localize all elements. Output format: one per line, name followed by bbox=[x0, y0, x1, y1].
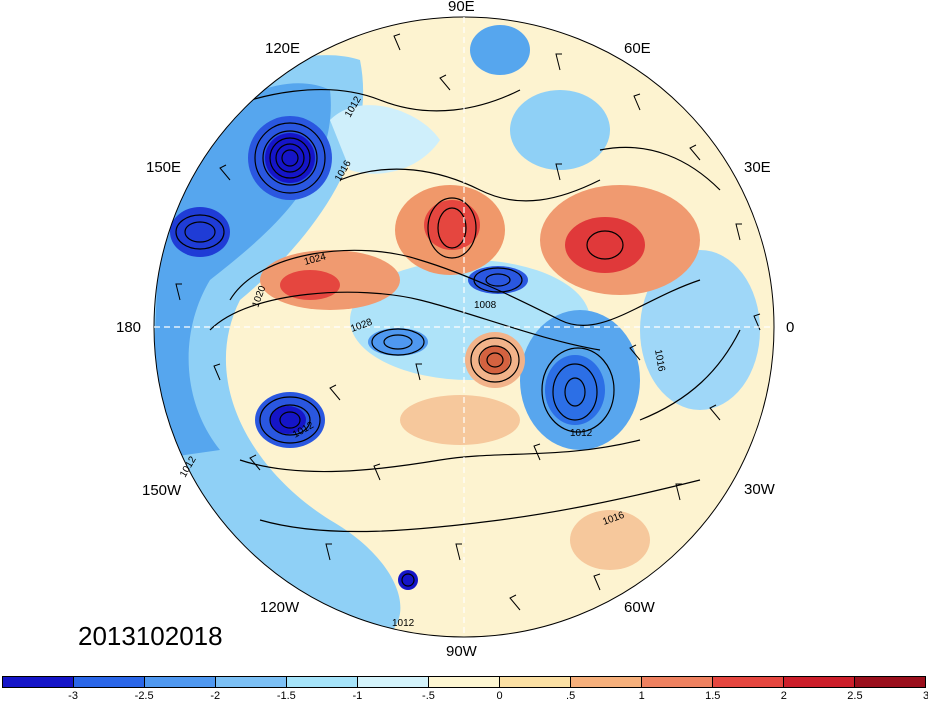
colorbar-segment bbox=[287, 677, 358, 687]
colorbar-segment bbox=[784, 677, 855, 687]
lon-label-60e: 60E bbox=[624, 40, 651, 57]
isobar-label: 1016 bbox=[652, 349, 667, 373]
wind-barbs bbox=[175, 33, 761, 611]
colorbar-tick-label: -2 bbox=[210, 690, 221, 702]
colorbar-segment bbox=[145, 677, 216, 687]
colorbar-tick-label: 3 bbox=[922, 690, 928, 702]
pole-low-core bbox=[468, 266, 528, 294]
lon-label-120e: 120E bbox=[265, 40, 301, 57]
colorbar-segment bbox=[571, 677, 642, 687]
lon-label-150e: 150E bbox=[146, 159, 182, 176]
lon-label-60w: 60W bbox=[624, 599, 655, 616]
lon-label-0: 0 bbox=[786, 319, 795, 336]
lon-label-150w: 150W bbox=[142, 482, 182, 499]
colorbar-segment bbox=[429, 677, 500, 687]
lon-label-30e: 30E bbox=[744, 159, 771, 176]
central-asia-blue bbox=[470, 25, 530, 75]
colorbar-segment bbox=[3, 677, 74, 687]
colorbar-tick-label: -.5 bbox=[422, 690, 435, 702]
europe-blue bbox=[640, 250, 760, 410]
isobar-label: 1012 bbox=[570, 428, 593, 439]
lon-label-90e: 90E bbox=[448, 0, 475, 15]
colorbar-tick-label: -1 bbox=[352, 690, 363, 702]
colorbar-tick-label: -2.5 bbox=[134, 690, 154, 702]
colorbar-tick-label: 2 bbox=[780, 690, 787, 702]
colorbar-tick-label: 1.5 bbox=[705, 690, 721, 702]
colorbar-segment bbox=[855, 677, 925, 687]
isobar-label: 1012 bbox=[392, 618, 415, 629]
asia-negative-region bbox=[330, 105, 440, 174]
colorbar-segment bbox=[642, 677, 713, 687]
colorbar-tick-label: .5 bbox=[566, 690, 576, 702]
colorbar-tick-label: -3 bbox=[68, 690, 78, 702]
isobar-label: 1008 bbox=[474, 300, 497, 311]
colorbar-tick-label: 1 bbox=[638, 690, 645, 702]
colorbar-tick-label: 2.5 bbox=[847, 690, 863, 702]
lon-label-30w: 30W bbox=[744, 481, 775, 498]
hudson-warm bbox=[400, 395, 520, 445]
colorbar-segment bbox=[500, 677, 571, 687]
date-stamp: 2013102018 bbox=[78, 621, 223, 651]
lon-label-180: 180 bbox=[116, 319, 142, 336]
colorbar-segment bbox=[713, 677, 784, 687]
colorbar-segment bbox=[74, 677, 145, 687]
colorbar-segment bbox=[358, 677, 429, 687]
graticule bbox=[154, 17, 774, 637]
low-90w-core bbox=[398, 570, 418, 590]
lon-label-90w: 90W bbox=[446, 643, 477, 660]
colorbar-tick-label: 0 bbox=[496, 690, 503, 702]
low-150e-core bbox=[170, 207, 230, 257]
lon-label-120w: 120W bbox=[260, 599, 300, 616]
colorbar bbox=[2, 676, 926, 688]
colorbar-tick-label: -1.5 bbox=[276, 690, 296, 702]
colorbar-segment bbox=[216, 677, 287, 687]
